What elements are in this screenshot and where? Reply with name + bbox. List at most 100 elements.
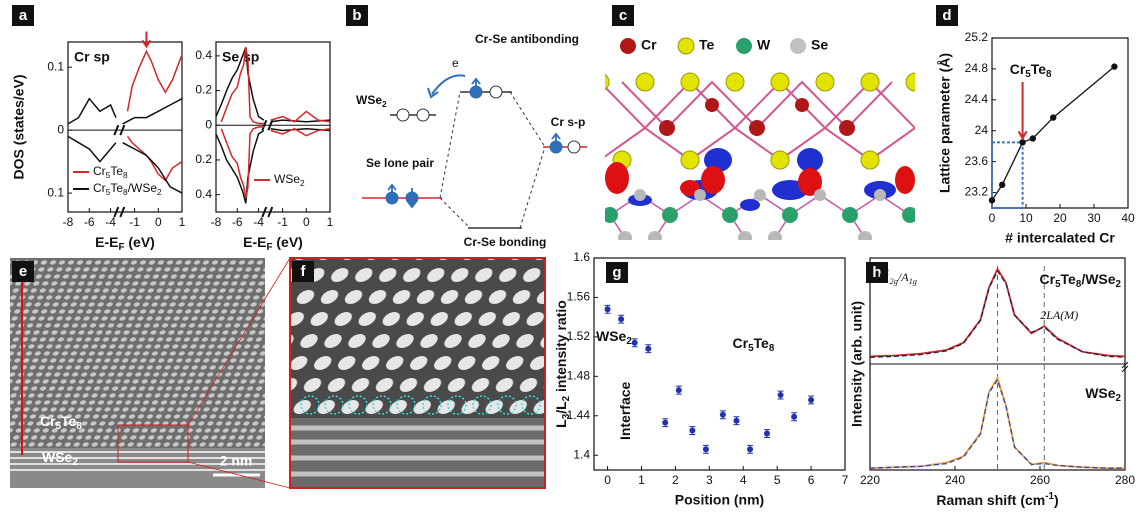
y-tick-label: 0.4 xyxy=(195,187,212,201)
data-point xyxy=(618,316,624,322)
annotation: Interface xyxy=(617,381,633,440)
y-tick-label: 0 xyxy=(57,122,64,136)
lone-pair-label: Se lone pair xyxy=(366,156,434,170)
y-tick-label: 1.6 xyxy=(573,250,590,264)
y-tick-label: 0.4 xyxy=(195,48,212,62)
y-tick-label: 0.1 xyxy=(47,185,64,199)
panel-label: e xyxy=(19,263,27,280)
data-point xyxy=(632,340,638,346)
legend-w: W xyxy=(757,37,771,53)
x-tick-label: 7 xyxy=(842,473,849,487)
y-tick-label: 25.2 xyxy=(965,30,989,44)
data-point xyxy=(703,446,709,452)
x-tick-label: 6 xyxy=(808,473,815,487)
figure: e Cr-Se antibonding WSe2 Cr s-p Se lone … xyxy=(0,0,1138,515)
data-point xyxy=(676,387,682,393)
legend-te: Te xyxy=(699,37,715,53)
x-tick-label: 260 xyxy=(1030,473,1050,487)
x-tick-label: 0 xyxy=(303,215,310,229)
annotation: WSe2 xyxy=(596,328,632,347)
legend-label: Cr5Te8 xyxy=(93,164,128,180)
scale-bar-label: 2 nm xyxy=(220,453,253,469)
data-point xyxy=(791,414,797,420)
panel-label: WSe2 xyxy=(1085,385,1121,404)
x-tick-label: 4 xyxy=(740,473,747,487)
data-point xyxy=(808,397,814,403)
y-tick-label: 0.2 xyxy=(195,152,212,166)
x-tick-label: -8 xyxy=(63,215,74,229)
annotation: Cr5Te8 xyxy=(733,334,775,353)
data-point xyxy=(747,446,753,452)
panel-label: c xyxy=(619,7,627,24)
x-tick-label: 280 xyxy=(1115,473,1135,487)
x-axis-label: E-EF (eV) xyxy=(95,234,155,253)
wse2-label: WSe2 xyxy=(356,93,387,109)
x-tick-label: -6 xyxy=(84,215,95,229)
data-point xyxy=(1050,114,1056,120)
data-point xyxy=(778,392,784,398)
y-tick-label: 23.2 xyxy=(965,185,989,199)
bonding-label: Cr-Se bonding xyxy=(464,235,547,249)
peak-label: 2LA(M) xyxy=(1040,308,1078,322)
y-axis-label: Intensity (arb. unit) xyxy=(849,301,865,427)
y-tick-label: 24 xyxy=(975,123,989,137)
panel-label: d xyxy=(942,7,951,24)
data-point xyxy=(1111,63,1117,69)
y-tick-label: 24.4 xyxy=(965,92,989,106)
antibonding-label: Cr-Se antibonding xyxy=(475,32,579,46)
x-tick-label: 220 xyxy=(860,473,880,487)
x-tick-label: -4 xyxy=(105,215,116,229)
fit-line xyxy=(992,67,1114,201)
panel-label: a xyxy=(19,7,28,24)
y-tick-label: 1.48 xyxy=(567,368,591,382)
plot-frame xyxy=(216,42,330,212)
dos-curve xyxy=(128,136,183,180)
data-point xyxy=(662,420,668,426)
data-point xyxy=(645,346,651,352)
dos-curve xyxy=(68,99,182,124)
data-point xyxy=(605,306,611,312)
data-point xyxy=(720,412,726,418)
y-tick-label: 24.8 xyxy=(965,61,989,75)
image-f xyxy=(290,258,545,488)
y-tick-label: 0 xyxy=(205,117,212,131)
structure-c xyxy=(591,62,924,245)
cr-sp-label: Cr s-p xyxy=(551,115,586,129)
x-tick-label: 0 xyxy=(155,215,162,229)
x-tick-label: 2 xyxy=(672,473,679,487)
x-tick-label: -4 xyxy=(253,215,264,229)
data-point xyxy=(1030,135,1036,141)
x-tick-label: 1 xyxy=(179,215,186,229)
y-tick-label: 0.1 xyxy=(47,59,64,73)
dos-curve xyxy=(216,129,330,204)
data-point xyxy=(989,197,995,203)
x-tick-label: 1 xyxy=(327,215,334,229)
panel-label: g xyxy=(612,264,621,281)
y-axis-label: DOS (states/eV) xyxy=(11,74,27,179)
legend-cr: Cr xyxy=(641,37,657,53)
y-tick-label: 1.52 xyxy=(567,329,591,343)
x-tick-label: 0 xyxy=(989,211,996,225)
subplot-title: Cr sp xyxy=(74,49,110,65)
x-tick-label: -6 xyxy=(232,215,243,229)
y-tick-label: 0.2 xyxy=(195,83,212,97)
dos-curve xyxy=(221,127,330,198)
y-axis-label: Lattice parameter (Å) xyxy=(937,53,953,193)
annotation-arrow xyxy=(1019,82,1027,138)
y-tick-label: 23.6 xyxy=(965,154,989,168)
x-tick-label: 1 xyxy=(638,473,645,487)
panel-label: Cr5Te8/WSe2 xyxy=(1040,271,1122,290)
x-axis-label: E-EF (eV) xyxy=(243,234,303,253)
data-point xyxy=(764,431,770,437)
x-tick-label: 10 xyxy=(1019,211,1033,225)
x-tick-label: -1 xyxy=(277,215,288,229)
data-point xyxy=(999,182,1005,188)
x-tick-label: 0 xyxy=(604,473,611,487)
x-tick-label: 240 xyxy=(945,473,965,487)
data-point xyxy=(733,418,739,424)
dos-curve xyxy=(68,136,182,193)
x-axis-label: Position (nm) xyxy=(675,492,764,508)
x-axis-label: # intercalated Cr xyxy=(1005,230,1115,246)
legend-se: Se xyxy=(811,37,828,53)
x-axis-label: Raman shift (cm-1) xyxy=(936,491,1058,508)
